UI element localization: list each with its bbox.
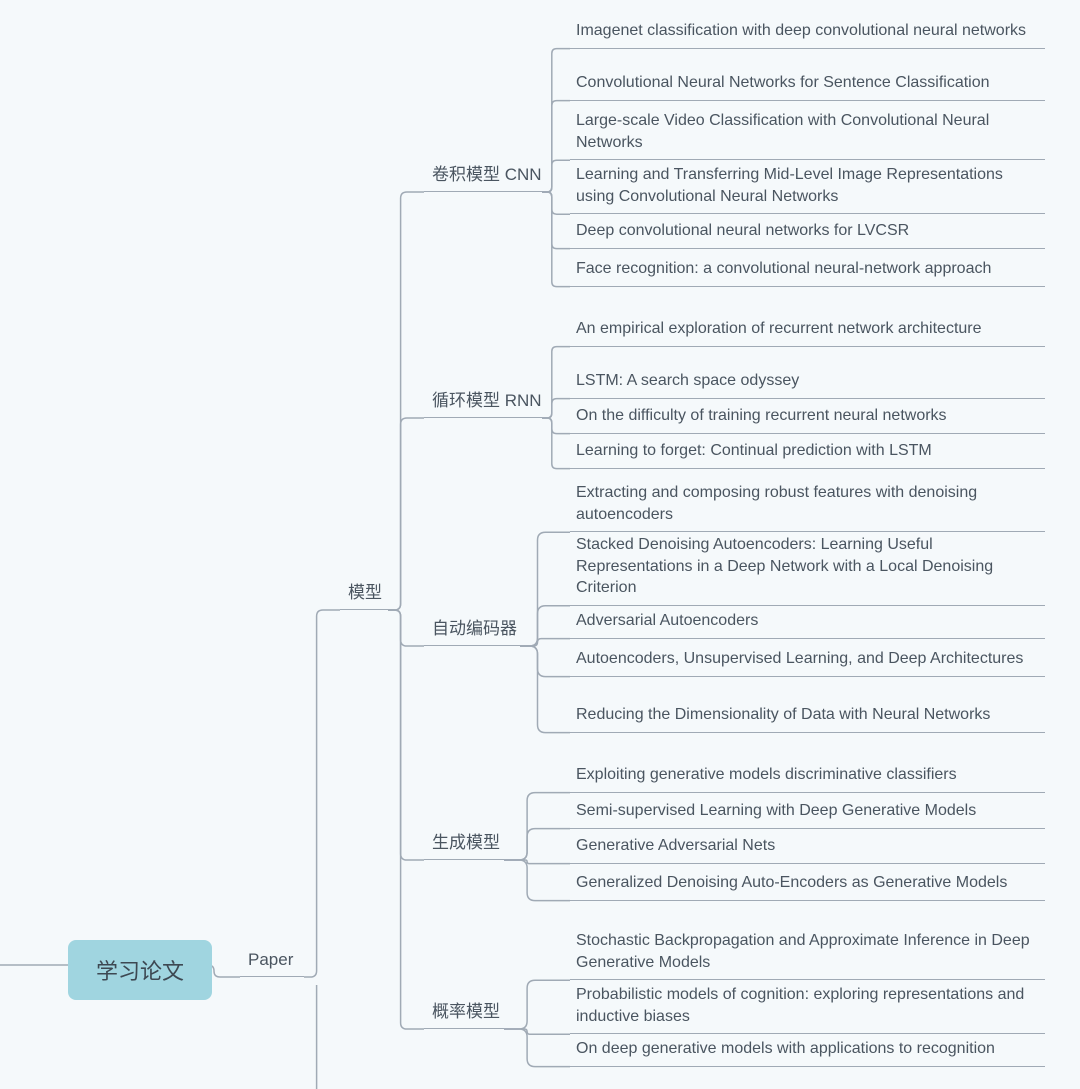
branch-paper: Paper xyxy=(240,946,304,977)
leaf-gen-0: Exploiting generative models discriminat… xyxy=(570,760,1045,793)
leaf-rnn-2: On the difficulty of training recurrent … xyxy=(570,401,1045,434)
leaf-ae-4: Reducing the Dimensionality of Data with… xyxy=(570,700,1045,733)
leaf-rnn-0: An empirical exploration of recurrent ne… xyxy=(570,314,1045,347)
leaf-cnn-4: Deep convolutional neural networks for L… xyxy=(570,216,1045,249)
category-cnn: 卷积模型 CNN xyxy=(424,156,542,192)
category-prob: 概率模型 xyxy=(424,993,504,1029)
leaf-cnn-1: Convolutional Neural Networks for Senten… xyxy=(570,68,1045,101)
leaf-gen-1: Semi-supervised Learning with Deep Gener… xyxy=(570,796,1045,829)
root-label: 学习论文 xyxy=(96,959,184,984)
root-node: 学习论文 xyxy=(68,940,212,1000)
branch-model: 模型 xyxy=(340,574,388,610)
leaf-ae-2: Adversarial Autoencoders xyxy=(570,606,1045,639)
leaf-cnn-3: Learning and Transferring Mid-Level Imag… xyxy=(570,160,1045,214)
leaf-gen-2: Generative Adversarial Nets xyxy=(570,831,1045,864)
leaf-cnn-0: Imagenet classification with deep convol… xyxy=(570,16,1045,49)
leaf-prob-0: Stochastic Backpropagation and Approxima… xyxy=(570,926,1045,980)
category-ae: 自动编码器 xyxy=(424,610,520,646)
category-rnn: 循环模型 RNN xyxy=(424,382,542,418)
leaf-cnn-2: Large-scale Video Classification with Co… xyxy=(570,106,1045,160)
category-gen: 生成模型 xyxy=(424,824,504,860)
leaf-prob-1: Probabilistic models of cognition: explo… xyxy=(570,980,1045,1034)
leaf-cnn-5: Face recognition: a convolutional neural… xyxy=(570,254,1045,287)
leaf-rnn-1: LSTM: A search space odyssey xyxy=(570,366,1045,399)
leaf-ae-1: Stacked Denoising Autoencoders: Learning… xyxy=(570,530,1045,606)
leaf-gen-3: Generalized Denoising Auto-Encoders as G… xyxy=(570,868,1045,901)
leaf-ae-3: Autoencoders, Unsupervised Learning, and… xyxy=(570,644,1045,677)
leaf-rnn-3: Learning to forget: Continual prediction… xyxy=(570,436,1045,469)
leaf-ae-0: Extracting and composing robust features… xyxy=(570,478,1045,532)
leaf-prob-2: On deep generative models with applicati… xyxy=(570,1034,1045,1067)
